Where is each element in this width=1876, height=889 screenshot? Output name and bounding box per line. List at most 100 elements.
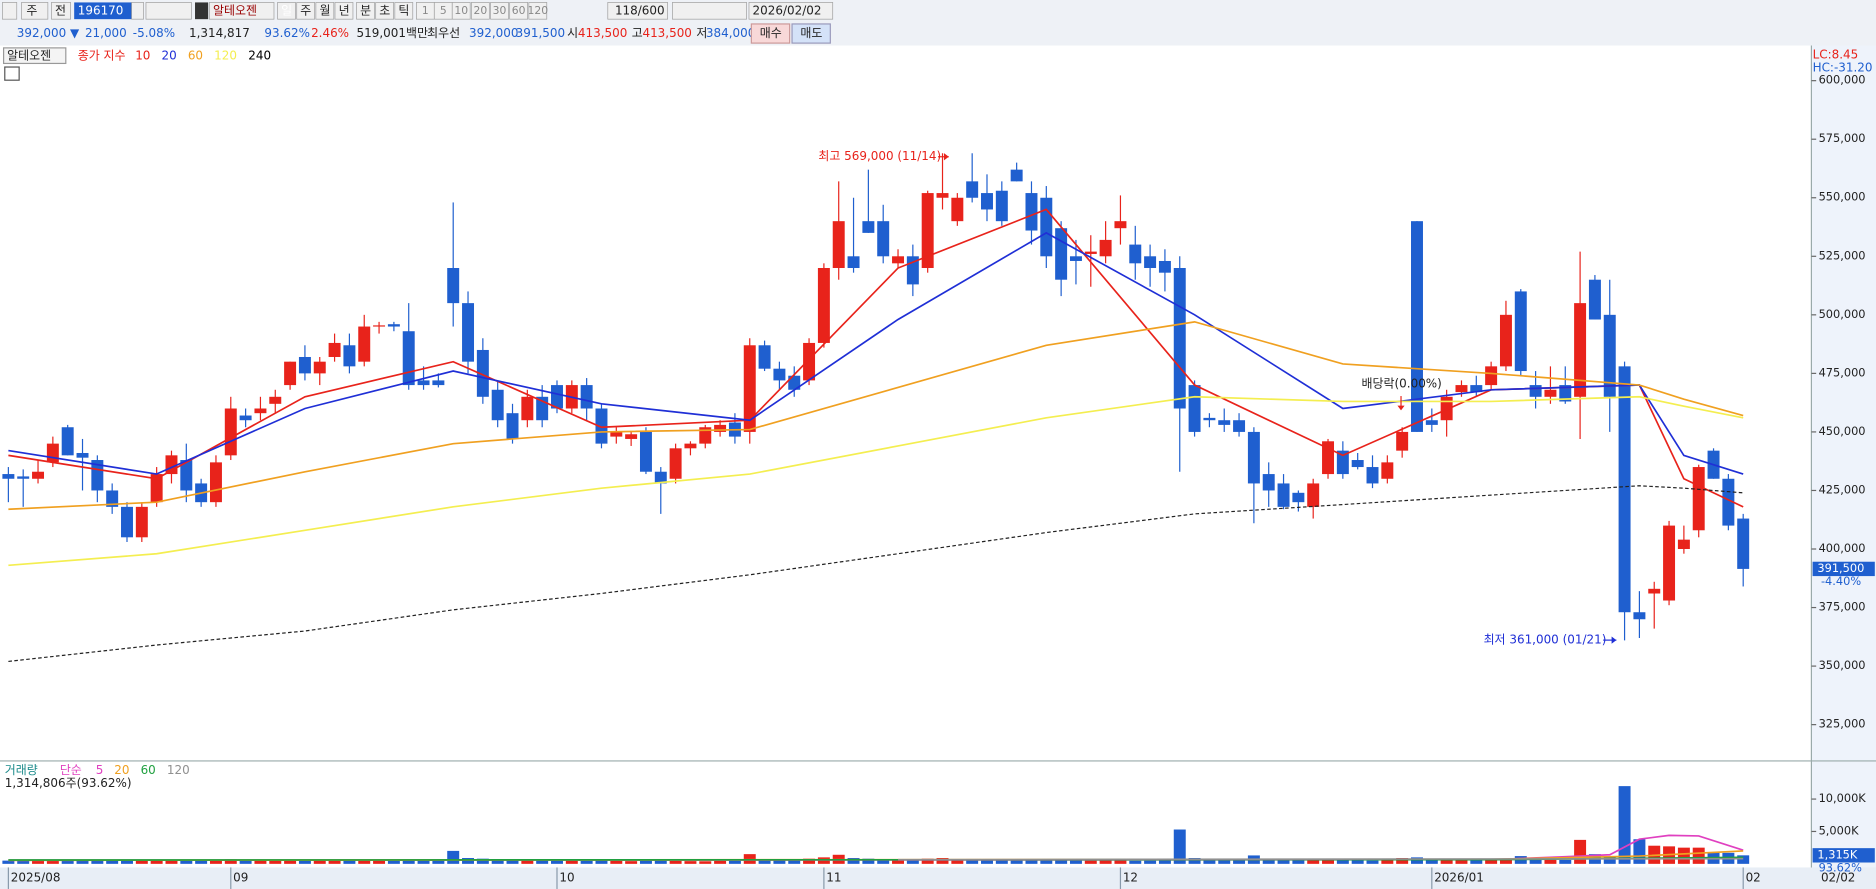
interval-button[interactable] <box>490 2 509 20</box>
candle-body <box>1084 251 1097 254</box>
candle-body <box>1692 467 1705 531</box>
volume-bar <box>936 858 949 864</box>
candle-body <box>1099 239 1112 257</box>
x-tick-label: 2025/08 <box>11 871 61 885</box>
candle-body <box>506 413 519 439</box>
open: 413,500 <box>578 26 627 40</box>
tool-buttons[interactable] <box>672 2 747 20</box>
ex-dividend-annotation: 배당락(0.00%) <box>1362 377 1442 391</box>
legend-item: 120 <box>214 49 237 63</box>
legend: 10 20 60 120 240 <box>135 49 271 63</box>
candle-body <box>1411 221 1423 432</box>
candle-body <box>1351 460 1364 468</box>
volume-bar <box>1499 858 1512 864</box>
legend-item: 20 <box>162 49 177 63</box>
candle-body <box>1203 417 1216 421</box>
period-text: 초 <box>379 3 390 17</box>
volume-bar <box>951 859 964 864</box>
period-button[interactable] <box>356 2 375 20</box>
candle-body <box>209 462 222 503</box>
y-tick-label: 600,000 <box>1819 73 1866 87</box>
volume-bar <box>1158 859 1171 864</box>
sell-button[interactable] <box>791 23 831 44</box>
candle-body <box>847 256 860 269</box>
volume-bar <box>1218 859 1231 864</box>
candle-body <box>76 452 89 458</box>
legend-item: 240 <box>248 49 271 63</box>
candle-body <box>1396 431 1409 451</box>
period-button[interactable] <box>394 2 414 20</box>
code-input[interactable] <box>74 2 132 20</box>
candle-body <box>358 326 371 362</box>
volume-bar <box>165 860 178 864</box>
interval-button[interactable] <box>509 2 528 20</box>
buy-button[interactable] <box>750 23 791 44</box>
y-tick-label: 475,000 <box>1819 365 1866 379</box>
interval-text: 120 <box>528 4 549 17</box>
candle-body <box>1455 385 1468 393</box>
volume-bar <box>195 860 208 864</box>
interval-button[interactable] <box>528 2 548 20</box>
candle-body <box>1633 612 1646 620</box>
name-box[interactable] <box>209 2 275 20</box>
candle-body <box>1218 420 1231 425</box>
volume-bar <box>1411 857 1423 864</box>
volume-bar <box>224 859 237 864</box>
y-tick-label: 375,000 <box>1819 600 1866 614</box>
search-buttons[interactable] <box>145 2 192 20</box>
candle-body <box>417 380 430 386</box>
grid-icon[interactable] <box>4 66 20 81</box>
volume-bar <box>150 860 163 864</box>
candle-body <box>1262 474 1275 491</box>
menu-button[interactable] <box>2 2 18 20</box>
candle-body <box>2 474 15 479</box>
volume-y-tick-label: 5,000K <box>1819 823 1860 837</box>
volume-bar <box>1322 859 1335 864</box>
count-box[interactable] <box>607 2 668 20</box>
volume-legend-item: 120 <box>167 763 190 777</box>
ma-line <box>8 395 1744 567</box>
low-arrowhead <box>1611 636 1617 644</box>
type-selector[interactable] <box>21 2 49 20</box>
x-tick-label: 02 <box>1746 871 1761 885</box>
interval-button[interactable] <box>471 2 490 20</box>
candle-body <box>817 268 830 343</box>
period-button[interactable] <box>315 2 335 20</box>
low-label: 저 <box>696 26 707 40</box>
volume-bar <box>46 859 59 864</box>
code-dropdown[interactable] <box>131 2 144 20</box>
volume-legend-item: 5 <box>96 763 104 777</box>
volume-bar <box>728 860 741 864</box>
volume-bar <box>862 858 875 864</box>
period-button[interactable] <box>334 2 354 20</box>
period-button[interactable] <box>277 2 296 20</box>
candle-body <box>180 460 193 491</box>
candle-body <box>951 197 964 222</box>
candle-body <box>1514 291 1527 372</box>
period-text: 틱 <box>398 3 409 17</box>
interval-button[interactable] <box>451 2 471 20</box>
volume-tag <box>1812 848 1875 863</box>
type-selector-text: 주 <box>26 3 37 17</box>
candle-body <box>669 448 682 479</box>
candle-body <box>91 460 104 491</box>
candle-body <box>343 345 356 367</box>
period-button[interactable] <box>296 2 316 20</box>
date-box[interactable] <box>748 2 834 20</box>
candle-body <box>1544 389 1557 397</box>
candle-body <box>1307 483 1320 507</box>
volume-tag-label: 1,315K <box>1817 847 1858 861</box>
candle-body <box>1336 450 1349 475</box>
period-button[interactable] <box>375 2 394 20</box>
ex-dividend-arrowhead <box>1397 405 1405 411</box>
prev-button[interactable] <box>51 2 71 20</box>
candle-body <box>1114 221 1127 229</box>
quote-value: 519,001백만 <box>357 26 428 40</box>
credit-badge <box>195 2 209 20</box>
volume-bar <box>1351 860 1364 864</box>
chart-title-box[interactable] <box>2 47 67 65</box>
candle-body <box>1366 467 1379 484</box>
candle-body <box>536 396 549 421</box>
candle-body <box>462 303 475 362</box>
